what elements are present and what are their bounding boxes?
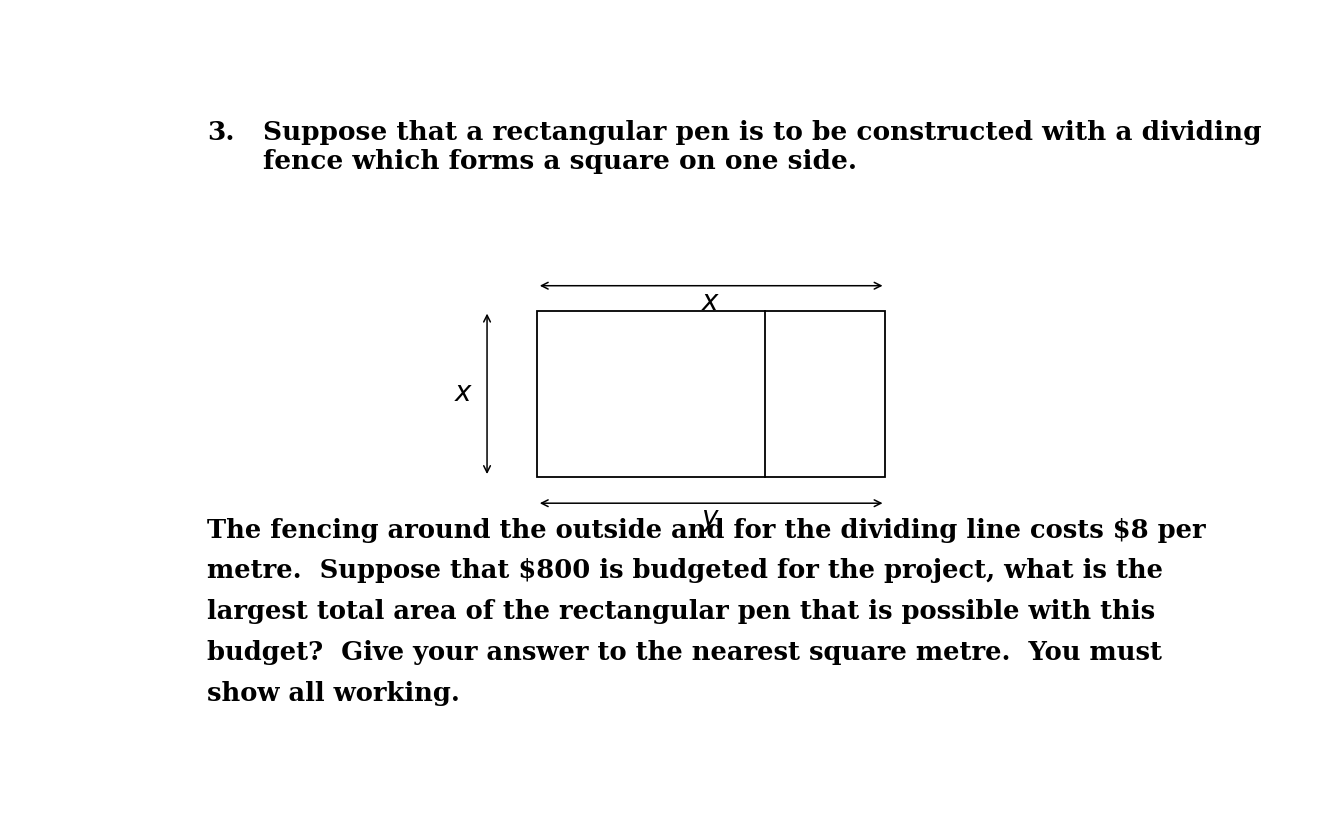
- Text: metre.  Suppose that $800 is budgeted for the project, what is the: metre. Suppose that $800 is budgeted for…: [207, 558, 1164, 584]
- Text: $x$: $x$: [702, 289, 721, 316]
- Text: $y$: $y$: [702, 507, 721, 534]
- Text: $x$: $x$: [455, 380, 474, 407]
- Text: The fencing around the outside and for the dividing line costs $8 per: The fencing around the outside and for t…: [207, 518, 1206, 543]
- Text: largest total area of the rectangular pen that is possible with this: largest total area of the rectangular pe…: [207, 599, 1155, 624]
- Text: budget?  Give your answer to the nearest square metre.  You must: budget? Give your answer to the nearest …: [207, 640, 1162, 665]
- Text: 3.: 3.: [207, 120, 235, 145]
- Text: Suppose that a rectangular pen is to be constructed with a dividing: Suppose that a rectangular pen is to be …: [263, 120, 1261, 145]
- Text: fence which forms a square on one side.: fence which forms a square on one side.: [263, 149, 858, 174]
- Bar: [537, 311, 886, 477]
- Text: show all working.: show all working.: [207, 681, 460, 706]
